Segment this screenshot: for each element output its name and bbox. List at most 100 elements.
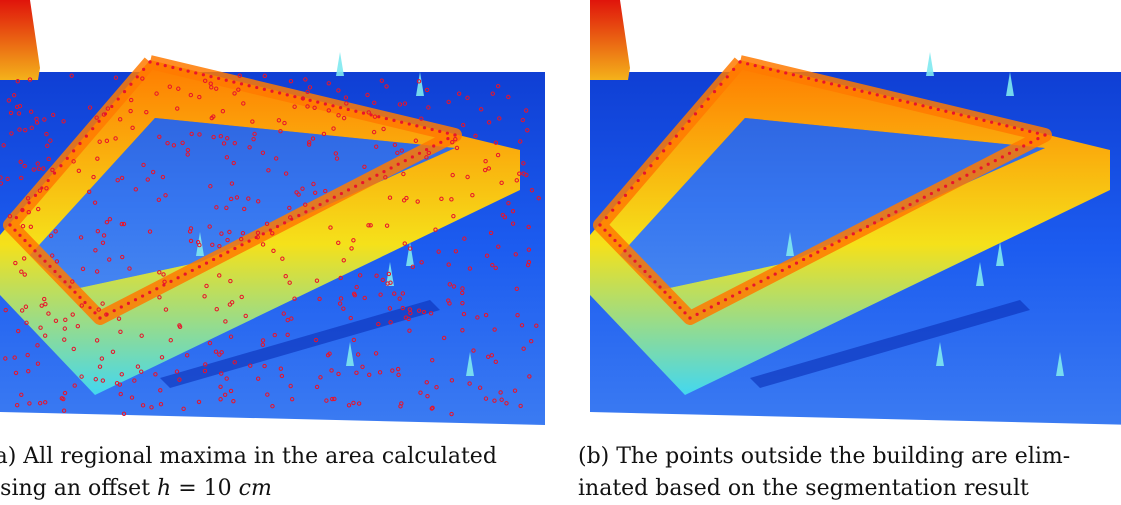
regional-maximum-point — [716, 301, 720, 305]
regional-maximum-point — [268, 228, 272, 232]
regional-maximum-point — [91, 174, 96, 180]
regional-maximum-point — [43, 301, 48, 307]
regional-maximum-point — [424, 380, 429, 385]
regional-maximum-point — [241, 101, 246, 106]
regional-maximum-point — [226, 250, 230, 254]
terrain-spike — [936, 342, 944, 366]
regional-maximum-point — [397, 102, 403, 107]
regional-maximum-point — [688, 316, 692, 320]
terrain-spike — [1056, 352, 1064, 376]
regional-maximum-point — [26, 368, 31, 374]
regional-maximum-point — [227, 229, 232, 235]
regional-maximum-point — [294, 190, 299, 195]
regional-maximum-point — [460, 328, 465, 333]
regional-maximum-point — [29, 125, 34, 131]
regional-maximum-point — [174, 369, 180, 374]
regional-maximum-point — [7, 214, 13, 219]
regional-maximum-point — [906, 100, 910, 104]
regional-maximum-point — [658, 285, 662, 289]
regional-maximum-point — [993, 159, 997, 163]
regional-maximum-point — [318, 202, 322, 207]
regional-maximum-point — [24, 320, 29, 326]
regional-maximum-point — [127, 266, 132, 271]
regional-maximum-point — [255, 376, 261, 381]
regional-maximum-point — [526, 224, 531, 230]
terrain-spike — [386, 262, 394, 286]
regional-maximum-point — [35, 361, 41, 366]
regional-maximum-point — [27, 77, 33, 82]
regional-maximum-point — [132, 378, 137, 383]
regional-maximum-point — [126, 301, 130, 305]
regional-maximum-point — [395, 150, 400, 156]
regional-maximum-point — [483, 159, 488, 164]
regional-maximum-point — [357, 273, 363, 278]
regional-maximum-point — [483, 312, 489, 318]
regional-maximum-point — [288, 383, 293, 389]
regional-maximum-point — [53, 229, 58, 234]
regional-maximum-point — [162, 283, 166, 287]
regional-maximum-point — [746, 62, 750, 66]
regional-maximum-point — [231, 398, 236, 404]
regional-maximum-point — [219, 371, 224, 376]
regional-maximum-point — [48, 138, 53, 143]
regional-maximum-point — [306, 142, 312, 147]
regional-maximum-point — [273, 156, 279, 161]
regional-maximum-point — [506, 201, 511, 206]
regional-maximum-point — [228, 278, 233, 284]
regional-maximum-point — [753, 64, 757, 68]
regional-maximum-point — [36, 206, 41, 212]
regional-maximum-point — [217, 243, 222, 249]
regional-maximum-point — [958, 177, 962, 181]
regional-maximum-point — [383, 175, 388, 180]
regional-maximum-point — [663, 290, 667, 294]
regional-maximum-point — [276, 118, 282, 123]
regional-maximum-point — [731, 294, 735, 298]
regional-maximum-point — [802, 257, 806, 262]
regional-maximum-point — [285, 93, 289, 97]
regional-maximum-point — [167, 84, 173, 89]
regional-maximum-point — [100, 301, 105, 306]
regional-maximum-point — [13, 370, 19, 376]
regional-maximum-point — [419, 116, 424, 121]
regional-maximum-point — [188, 238, 194, 244]
regional-maximum-point — [234, 195, 240, 200]
regional-maximum-point — [1020, 127, 1024, 132]
regional-maximum-point — [401, 171, 406, 177]
regional-maximum-point — [178, 67, 183, 71]
regional-maximum-point — [618, 244, 622, 248]
regional-maximum-point — [441, 335, 447, 341]
regional-maximum-point — [328, 225, 333, 230]
regional-maximum-point — [944, 109, 948, 113]
regional-maximum-point — [520, 117, 526, 123]
regional-maximum-point — [369, 113, 373, 117]
regional-maximum-point — [354, 109, 358, 113]
regional-maximum-point — [365, 92, 370, 98]
regional-maximum-point — [512, 388, 518, 393]
regional-maximum-point — [34, 120, 40, 125]
regional-maximum-point — [367, 372, 372, 377]
regional-maximum-point — [384, 84, 389, 89]
regional-maximum-point — [141, 294, 145, 298]
regional-maximum-point — [250, 119, 255, 124]
regional-maximum-point — [951, 180, 955, 185]
regional-maximum-point — [922, 195, 926, 199]
regional-maximum-point — [502, 215, 508, 220]
regional-maximum-point — [776, 69, 780, 73]
regional-maximum-point — [208, 184, 213, 189]
regional-maximum-point — [852, 87, 856, 91]
regional-maximum-point — [493, 359, 498, 364]
regional-maximum-point — [325, 199, 329, 203]
terrain-spike — [406, 242, 414, 266]
regional-maximum-point — [86, 189, 92, 195]
regional-maximum-point — [214, 307, 219, 312]
regional-maximum-point — [390, 368, 395, 373]
regional-maximum-point — [392, 291, 397, 296]
regional-maximum-point — [210, 242, 215, 248]
regional-maximum-point — [1, 143, 6, 148]
regional-maximum-point — [323, 102, 327, 106]
regional-maximum-point — [283, 274, 288, 279]
regional-maximum-point — [266, 168, 271, 173]
regional-maximum-point — [176, 276, 180, 280]
regional-maximum-point — [499, 180, 504, 186]
regional-maximum-point — [14, 402, 20, 408]
